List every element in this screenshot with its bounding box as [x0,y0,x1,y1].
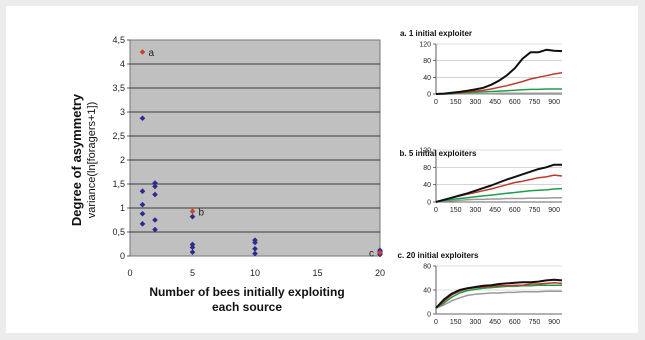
subplot-x-tick-label: 0 [434,207,438,214]
x-tick-label: 10 [250,268,260,278]
scatter-point [139,115,146,122]
subplot-y-tick-label: 0 [427,312,431,319]
y-tick-label: 2,5 [112,131,125,141]
subplot-x-tick-label: 900 [548,207,560,214]
scatter-point [152,180,158,186]
annotation-label: b [199,207,205,218]
y-tick-label: 4 [120,59,125,69]
scatter-point [189,249,196,255]
y-tick-label: 2 [120,155,125,165]
subplot-y-tick-label: 0 [427,200,431,207]
subplot-y-tick-label: 120 [419,148,431,155]
main-xlabel-line1: Number of bees initially exploiting [149,285,344,299]
subplot-x-tick-label: 750 [529,207,541,214]
series-line [435,196,562,203]
series-line [435,290,562,309]
subplot-y-tick-label: 40 [423,182,431,189]
scatter-point [252,246,258,252]
figure-panel: Degree of asymmetry variance(ln[foragers… [6,6,638,333]
x-tick-label: 15 [312,268,322,278]
y-tick-label: 4,5 [112,35,125,45]
series-line [435,163,562,203]
series-line [435,284,562,309]
subplot-x-tick-label: 450 [489,319,501,326]
x-tick-label: 20 [375,268,385,278]
y-tick-label: 0,5 [112,227,125,237]
figure-svg: Degree of asymmetry variance(ln[foragers… [69,29,563,326]
scatter-point [252,239,258,246]
y-tick-label: 1,5 [112,179,125,189]
subplot-x-tick-label: 150 [450,207,462,214]
scatter-point [139,201,146,208]
subplot-x-tick-label: 750 [529,99,541,106]
subplot-x-tick-label: 0 [434,99,438,106]
scatter-point [152,191,158,198]
subplot-y-tick-label: 0 [427,92,431,99]
scatter-point [139,221,146,227]
subplot-x-tick-label: 600 [509,207,521,214]
scatter-point [152,226,158,233]
highlight-point [139,49,146,55]
y-tick-label: 3 [120,107,125,117]
main-ylabel-sub: variance(ln[foragers+1]) [86,102,98,218]
annotation-label: a [149,48,155,59]
plot-area [129,39,381,257]
subplot-b-title: b. 5 initial exploiters [400,149,477,158]
subplot-y-tick-label: 40 [423,75,431,82]
main-ylabel: Degree of asymmetry [69,93,84,226]
highlight-point [377,249,383,256]
y-tick-label: 1 [120,203,125,213]
scatter-point [139,210,146,217]
subplot-x-tick-label: 300 [470,99,482,106]
scatter-point [189,213,196,220]
series-line [435,282,563,309]
highlight-point [189,208,196,215]
scatter-point [252,250,258,257]
scatter-point [189,244,196,251]
chart-marks: 0 0,5 1 1,5 2 2,5 3 3,5 4 4,5 0 5 10 15 20 a b c 0 40 80 120 0… [112,35,563,326]
subplot-x-tick-label: 450 [489,99,501,106]
series-line [435,278,563,309]
series-line [435,187,563,203]
subplot-x-tick-label: 0 [434,319,438,326]
subplot-x-tick-label: 900 [548,319,560,326]
subplot-x-tick-label: 600 [509,319,521,326]
subplot-a-title: a. 1 initial exploiter [400,29,472,38]
subplot-x-tick-label: 150 [450,99,462,106]
subplot-y-tick-label: 80 [423,58,431,65]
series-line [435,48,563,95]
subplot-x-tick-label: 450 [489,207,501,214]
scatter-point [139,188,146,194]
subplot-y-tick-label: 80 [423,165,431,172]
scatter-point [152,217,158,223]
subplot-x-tick-label: 150 [450,319,462,326]
subplot-y-tick-label: 40 [423,288,431,295]
annotation-label: c [369,249,374,260]
main-xlabel-line2: each source [212,300,282,314]
subplot-x-tick-label: 900 [548,99,560,106]
y-tick-label: 0 [120,251,125,261]
x-tick-label: 0 [127,268,132,278]
x-tick-label: 5 [190,268,195,278]
subplot-x-tick-label: 300 [470,207,482,214]
subplot-y-tick-label: 120 [419,42,431,49]
subplot-c-title: c. 20 initial exploiters [398,251,479,260]
subplot-x-tick-label: 600 [509,99,521,106]
y-tick-label: 3,5 [112,83,125,93]
scatter-point [189,241,196,248]
subplot-x-tick-label: 300 [470,319,482,326]
scatter-point [152,183,158,190]
subplot-x-tick-label: 750 [529,319,541,326]
subplot-y-tick-label: 80 [423,264,431,271]
